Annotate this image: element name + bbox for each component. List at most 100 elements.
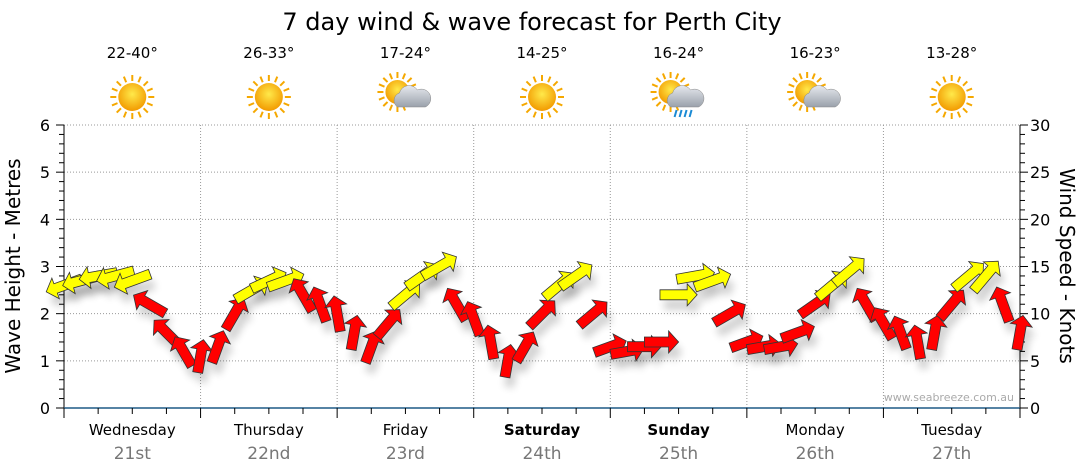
weather-icon-partly-cloudy: [377, 72, 432, 112]
sun-ray: [378, 83, 385, 88]
y-tick-left: 2: [40, 305, 50, 324]
day-date-label: 26th: [796, 444, 835, 464]
arrow-shadow: [580, 310, 612, 340]
day-date-label: 24th: [522, 444, 561, 464]
sun-ray: [382, 101, 389, 107]
sun-ray: [283, 102, 290, 107]
sun-ray: [388, 104, 393, 111]
sun-ray: [248, 102, 255, 107]
sun-disc: [937, 83, 966, 111]
sun-ray: [146, 102, 153, 107]
sun-disc: [528, 83, 556, 111]
wind-arrow-yellow: [113, 268, 153, 295]
sun-ray: [116, 107, 122, 114]
wind-arrow-yellow: [96, 265, 136, 290]
day-temperature-label: 16-23°: [790, 44, 841, 62]
sun-ray: [116, 80, 122, 87]
sun-ray: [252, 80, 259, 87]
arrow-shadow: [225, 308, 253, 342]
y-tick-left: 0: [40, 399, 50, 418]
sun-ray: [792, 101, 798, 107]
sun-ray: [655, 77, 662, 83]
day-name-label: Wednesday: [89, 421, 176, 439]
wind-arrow-red: [935, 289, 967, 323]
sun-ray: [655, 101, 662, 107]
weather-icon-sunny: [929, 75, 974, 119]
sun-ray: [935, 80, 942, 87]
cloud-shape: [803, 85, 841, 108]
cloud-shape: [393, 85, 432, 108]
wind-arrow-red: [306, 286, 332, 324]
sun-ray: [556, 102, 563, 107]
arrow-shadow: [561, 271, 596, 302]
day-name-label: Thursday: [233, 421, 304, 439]
y-axis-right-label: Wind Speed - Knots: [1055, 168, 1079, 364]
sun-ray: [122, 111, 128, 118]
sun-ray: [942, 111, 947, 118]
day-date-label: 27th: [932, 444, 971, 464]
wind-arrow-red: [459, 301, 486, 338]
cloud-shape: [667, 85, 705, 108]
sun-ray: [798, 73, 803, 80]
wind-arrow-red: [924, 314, 948, 352]
sun-ray: [966, 102, 973, 107]
wind-arrow-yellow: [659, 282, 698, 307]
arrow-shadow: [377, 319, 406, 350]
sun-ray: [146, 87, 153, 92]
y-tick-left: 3: [40, 258, 50, 277]
sun-ray: [956, 76, 962, 83]
sun-disc: [118, 83, 147, 111]
sun-ray: [679, 77, 686, 83]
sun-ray: [811, 73, 816, 80]
day-name-label: Friday: [383, 421, 429, 439]
wind-arrow-red: [904, 324, 929, 361]
y-tick-right: 10: [1030, 305, 1050, 324]
arrow-shadow: [529, 310, 560, 340]
sun-ray: [259, 76, 264, 83]
day-name-label: Saturday: [504, 421, 581, 439]
arrow-shadow: [364, 340, 388, 375]
sun-disc: [254, 83, 283, 111]
wind-arrow-red: [511, 331, 539, 365]
sun-ray: [651, 83, 659, 88]
day-name-label: Sunday: [647, 421, 710, 439]
sun-ray: [248, 87, 255, 92]
sun-ray: [525, 107, 532, 114]
sun-ray: [661, 73, 667, 80]
wind-arrow-red: [189, 339, 214, 374]
sun-ray: [942, 76, 947, 83]
sun-ray: [111, 102, 118, 107]
sun-ray: [259, 111, 264, 118]
wind-arrow-red: [525, 299, 556, 331]
y-tick-left: 6: [40, 116, 50, 135]
watermark: www.seabreeze.com.au: [884, 391, 1014, 404]
day-date-label: 21st: [114, 444, 151, 464]
day-temperature-label: 17-24°: [380, 44, 431, 62]
wind-arrow-red: [643, 329, 680, 355]
sun-ray: [279, 107, 286, 114]
day-temperature-label: 14-25°: [516, 44, 567, 62]
raindrop: [683, 109, 688, 118]
sun-ray: [111, 87, 118, 92]
y-tick-right: 25: [1030, 163, 1050, 182]
sun-ray: [792, 77, 798, 83]
y-tick-right: 5: [1030, 352, 1040, 371]
y-tick-left: 5: [40, 163, 50, 182]
arrow-shadow: [835, 266, 869, 298]
day-temperature-label: 16-24°: [653, 44, 704, 62]
wind-arrow-red: [711, 299, 746, 328]
day-temperature-label: 13-28°: [926, 44, 977, 62]
wind-arrow-yellow: [969, 260, 1001, 295]
wind-arrow-red: [1009, 314, 1034, 352]
wind-arrow-red: [988, 286, 1015, 324]
wind-arrow-red: [575, 299, 608, 330]
arrow-shadow: [211, 340, 235, 375]
sun-ray: [401, 73, 407, 80]
sun-ray: [798, 104, 803, 111]
sun-ray: [274, 76, 279, 83]
sun-ray: [521, 102, 528, 107]
sun-ray: [788, 96, 795, 101]
weather-icon-sunny: [246, 75, 291, 119]
sun-ray: [388, 73, 393, 80]
